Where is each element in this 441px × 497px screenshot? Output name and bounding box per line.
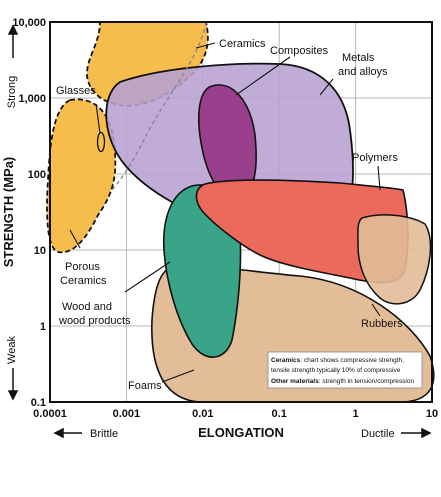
x-axis-arrows	[53, 427, 432, 439]
region-glasses	[96, 131, 106, 153]
label-wood-line2: wood products	[58, 315, 131, 327]
y-tick-label: 10	[34, 245, 46, 257]
annotation-box	[267, 351, 423, 389]
annotation-line1: Ceramics: chart shows compressive streng…	[271, 357, 404, 364]
y-axis-top-label: Strong	[6, 76, 18, 108]
y-tick-label: 1	[40, 321, 46, 333]
y-tick-label: 100	[28, 169, 46, 181]
label-wood-line1: Wood and	[62, 301, 112, 313]
annotation-line3: Other materials: strength in tension/com…	[271, 378, 414, 385]
x-axis-title: ELONGATION	[198, 425, 284, 440]
x-tick-labels: 0.0001 0.001 0.01 0.1 1 10	[33, 408, 438, 420]
region-rubbers	[357, 214, 432, 305]
y-tick-label: 0.1	[31, 397, 46, 409]
leader-lines	[69, 42, 381, 383]
y-tick-label: 1,000	[18, 93, 46, 105]
label-ceramics: Ceramics	[219, 38, 266, 50]
x-tick-label: 0.001	[113, 408, 141, 420]
label-foams: Foams	[128, 380, 162, 392]
x-axis-right-label: Ductile	[361, 428, 395, 440]
label-rubbers: Rubbers	[361, 318, 403, 330]
x-tick-label: 0.1	[272, 408, 287, 420]
y-axis-title: STRENGTH (MPa)	[1, 157, 16, 268]
y-tick-label: 10,000	[12, 17, 46, 29]
label-porous-line1: Porous	[65, 261, 100, 273]
label-metals-line1: Metals	[342, 52, 375, 64]
label-composites: Composites	[270, 45, 329, 57]
label-metals-line2: and alloys	[338, 66, 388, 78]
x-tick-label: 0.01	[192, 408, 213, 420]
label-porous-line2: Ceramics	[60, 275, 107, 287]
label-glasses: Glasses	[56, 85, 96, 97]
y-axis-arrows	[7, 24, 19, 401]
y-tick-labels: 10,000 1,000 100 10 1 0.1	[12, 17, 46, 409]
plot-frame	[49, 21, 433, 403]
label-polymers: Polymers	[352, 152, 398, 164]
x-tick-label: 0.0001	[33, 408, 67, 420]
x-tick-label: 1	[353, 408, 359, 420]
x-tick-label: 10	[426, 408, 438, 420]
ceramics-hidden-boundary	[111, 21, 207, 191]
x-axis-left-label: Brittle	[90, 428, 118, 440]
annotation-line2: tensile strength typically 10% of compre…	[271, 367, 401, 374]
y-axis-bottom-label: Weak	[6, 336, 18, 364]
